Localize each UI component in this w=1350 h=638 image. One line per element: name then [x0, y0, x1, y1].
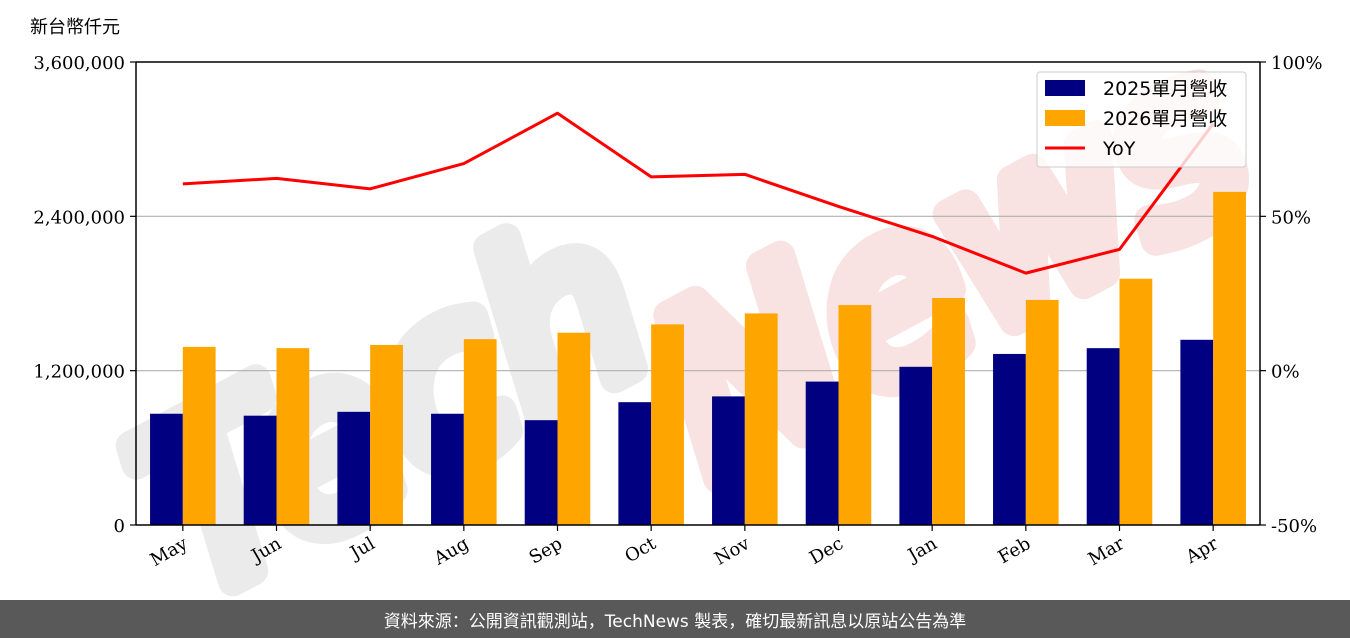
yoy-line	[182, 111, 1215, 275]
bar-2026	[744, 313, 778, 525]
legend-label-2026: 2026單月營收	[1103, 108, 1227, 130]
bar-2025	[993, 353, 1026, 525]
left-axis-unit-label: 新台幣仟元	[30, 17, 120, 38]
bar-2026	[463, 339, 497, 525]
bar-series	[150, 191, 1246, 525]
left-tick-label: 3,600,000	[33, 53, 125, 74]
bar-2025	[431, 413, 464, 525]
bar-2026	[276, 348, 310, 525]
bar-2026	[1119, 278, 1153, 525]
legend-frame	[1036, 71, 1247, 168]
bar-2026	[557, 332, 591, 525]
bar-2025	[150, 413, 183, 525]
x-tick-label: Feb	[995, 533, 1035, 568]
bar-2025	[712, 396, 745, 525]
left-tick-label: 0	[114, 516, 125, 537]
right-tick-label: -50%	[1271, 516, 1317, 537]
x-tick-label: Aug	[430, 533, 473, 570]
bar-2025	[805, 381, 839, 525]
x-tick-label: Nov	[711, 533, 754, 570]
bar-2026	[651, 324, 684, 525]
legend-swatch-2026	[1045, 110, 1085, 126]
x-tick-label: Dec	[806, 533, 847, 569]
bar-2025	[524, 420, 558, 525]
legend-label-yoy: YoY	[1102, 138, 1136, 160]
x-tick-label: Sep	[526, 533, 566, 568]
revenue-chart: Tech News 01,200,0002,400,0003,600,000-5…	[30, 0, 1322, 600]
bar-2025	[899, 366, 933, 525]
right-tick-label: 50%	[1271, 207, 1311, 228]
legend: 2025單月營收 2026單月營收 YoY	[1036, 71, 1247, 168]
right-tick-label: 0%	[1271, 362, 1300, 383]
left-tick-label: 2,400,000	[33, 207, 125, 228]
gridlines	[136, 215, 1260, 372]
bar-2026	[1025, 299, 1059, 525]
right-tick-label: 100%	[1271, 53, 1322, 74]
bar-2026	[1213, 191, 1246, 525]
x-tick-label: Mar	[1085, 533, 1129, 570]
x-tick-label: Jan	[903, 533, 941, 567]
x-tick-label: Apr	[1182, 533, 1222, 568]
legend-swatch-2025	[1045, 80, 1085, 96]
bar-2025	[337, 411, 371, 525]
bar-2025	[243, 415, 277, 525]
x-tick-label: Oct	[621, 533, 660, 568]
bar-2026	[370, 344, 403, 525]
bar-2025	[1180, 339, 1214, 525]
footer-text: 資料來源：公開資訊觀測站，TechNews 製表，確切最新訊息以原站公告為準	[383, 611, 967, 632]
bar-2026	[182, 346, 216, 525]
yoy-line-series	[182, 111, 1215, 275]
bar-2026	[838, 305, 872, 525]
bar-2025	[1086, 348, 1120, 525]
legend-label-2025: 2025單月營收	[1103, 78, 1227, 100]
source-footer: 資料來源：公開資訊觀測站，TechNews 製表，確切最新訊息以原站公告為準	[0, 600, 1350, 638]
left-tick-label: 1,200,000	[33, 362, 125, 383]
bar-2025	[618, 402, 652, 525]
bar-2026	[932, 298, 965, 525]
